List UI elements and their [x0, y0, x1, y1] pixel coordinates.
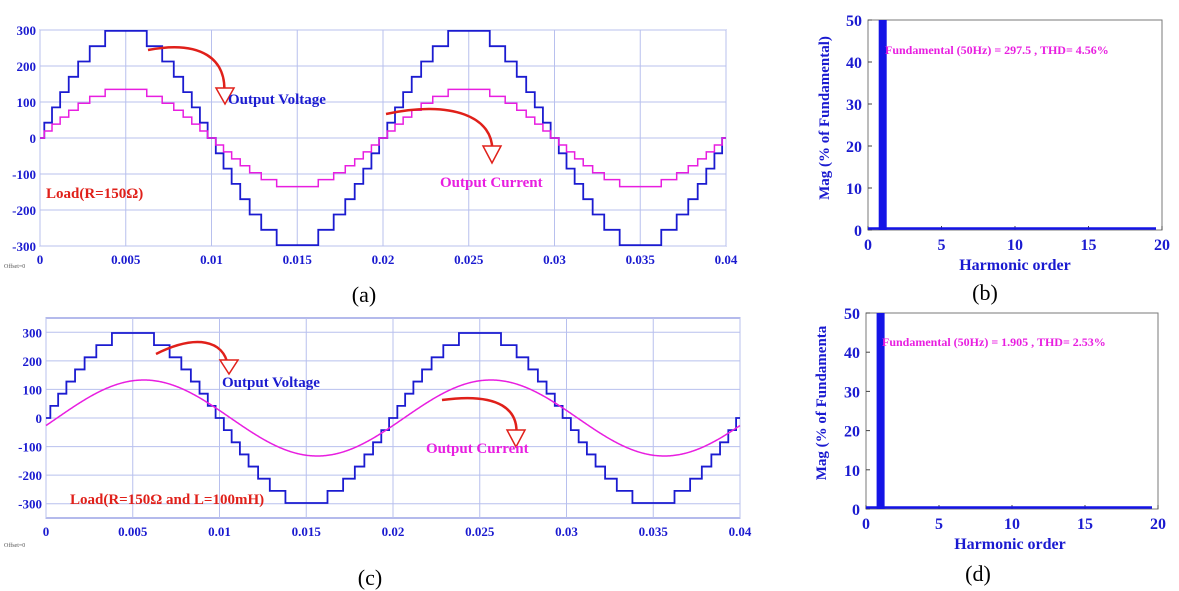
panel-b-y-tick-label: 30 [846, 97, 862, 114]
panel-c-x-tick-label: 0.015 [292, 524, 322, 539]
panel-b: 0 5 10 15 20 50 40 30 20 10 0 Fundamental (50Hz) =… [817, 13, 1170, 305]
panel-a-y-tick-label: 100 [17, 95, 37, 110]
panel-c-current-arrowhead [505, 429, 527, 449]
panel-c-x-tick-label: 0.03 [555, 524, 578, 539]
caption-b: (b) [972, 280, 998, 305]
panel-d-y-tick-label: 20 [844, 424, 860, 441]
panel-c-y-tick-label: -100 [18, 440, 42, 455]
panel-a-x-tick-label: 0.025 [454, 252, 484, 267]
panel-c-voltage-arrow [155, 340, 230, 367]
panel-a-offset-label: Offset=0 [4, 263, 25, 270]
panel-c-y-tick-label: -300 [18, 497, 42, 512]
panel-d: 0 5 10 15 20 50 40 30 20 10 0 Fundamental (50Hz) =… [814, 306, 1166, 586]
panel-a-y-tick-label: 300 [17, 23, 37, 38]
panel-d-y-tick-label: 0 [852, 502, 860, 519]
panel-c-x-tick-label: 0.035 [639, 524, 669, 539]
panel-d-bar-harmonic-1 [876, 313, 885, 509]
panel-a-output-current-line [40, 88, 726, 188]
panel-c-y-tick-label: 100 [23, 382, 43, 397]
panel-b-annotation: Fundamental (50Hz) = 297.5 , THD= 4.56% [885, 43, 1109, 57]
caption-d: (d) [965, 561, 991, 586]
panel-a-voltage-annotation: Output Voltage [228, 92, 326, 108]
panel-d-x-tick-label: 0 [862, 516, 870, 533]
panel-b-x-tick-label: 5 [938, 237, 946, 254]
caption-a: (a) [352, 282, 376, 307]
panel-c-ticks: 0 0.005 0.01 0.015 0.02 0.025 0.03 0.035 0.04 300… [18, 325, 752, 539]
panel-c-y-tick-label: 200 [23, 354, 43, 369]
panel-b-x-tick-label: 15 [1081, 237, 1097, 254]
panel-b-x-tick-label: 0 [864, 237, 872, 254]
panel-a-load-annotation: Load(R=150Ω) [46, 186, 143, 202]
panel-d-x-tick-label: 5 [935, 516, 943, 533]
panel-c-output-current-line [45, 379, 741, 457]
caption-c: (c) [358, 565, 382, 590]
panel-c-voltage-arrowhead [218, 359, 240, 376]
panel-a-x-tick-label: 0.03 [543, 252, 566, 267]
panel-a-x-tick-label: 0.035 [626, 252, 656, 267]
panel-c-x-tick-label: 0.005 [118, 524, 148, 539]
panel-b-bars [868, 20, 1156, 230]
panel-b-y-tick-label: 10 [846, 181, 862, 198]
panel-c-x-tick-label: 0.02 [382, 524, 405, 539]
panel-b-x-tick-label: 10 [1007, 237, 1023, 254]
panel-b-y-tick-label: 20 [846, 139, 862, 156]
panel-a-grid [39, 29, 727, 247]
panel-d-y-tick-label: 50 [844, 306, 860, 323]
panel-a-y-tick-label: -200 [12, 203, 36, 218]
panel-a-x-tick-label: 0.02 [372, 252, 395, 267]
panel-a-voltage-arrow [147, 46, 226, 97]
panel-c: 0 0.005 0.01 0.015 0.02 0.025 0.03 0.035 0.04 300… [4, 317, 752, 590]
panel-d-xlabel: Harmonic order [954, 536, 1066, 553]
panel-a-x-tick-label: 0.04 [715, 252, 738, 267]
panel-a-current-arrow [385, 107, 494, 155]
panel-b-plot-frame [867, 19, 1163, 231]
panel-b-xlabel: Harmonic order [959, 257, 1071, 274]
panel-c-x-tick-label: 0.01 [208, 524, 231, 539]
panel-b-ylabel: Mag (% of Fundamental) [817, 36, 833, 200]
panel-c-current-annotation: Output Current [426, 441, 529, 457]
panel-c-y-tick-label: 0 [36, 411, 43, 426]
panel-c-y-tick-label: -200 [18, 468, 42, 483]
panel-d-x-tick-label: 10 [1004, 516, 1020, 533]
panel-b-y-tick-label: 40 [846, 55, 862, 72]
panel-d-ticks: 0 5 10 15 20 50 40 30 20 10 0 [844, 306, 1166, 533]
panel-c-x-tick-label: 0.025 [465, 524, 495, 539]
panel-a-current-annotation: Output Current [440, 175, 543, 191]
panel-a-x-tick-label: 0.005 [111, 252, 141, 267]
panel-b-ticks: 0 5 10 15 20 50 40 30 20 10 0 [846, 13, 1170, 254]
panel-d-x-tick-label: 15 [1077, 516, 1093, 533]
panel-c-voltage-annotation: Output Voltage [222, 375, 320, 391]
panel-d-y-tick-label: 10 [844, 463, 860, 480]
panel-d-annotation: Fundamental (50Hz) = 1.905 , THD= 2.53% [882, 335, 1106, 349]
panel-c-y-tick-label: 300 [23, 325, 43, 340]
panel-b-y-tick-label: 0 [854, 223, 862, 240]
panel-c-output-voltage-line [46, 332, 740, 504]
panel-c-offset-label: Offset=0 [4, 542, 25, 549]
panel-a-ticks: 0 0.005 0.01 0.015 0.02 0.025 0.03 0.035 0.04 300… [12, 23, 738, 267]
panel-b-x-tick-label: 20 [1154, 237, 1170, 254]
panel-d-plot-frame [865, 312, 1159, 510]
panel-c-load-annotation: Load(R=150Ω and L=100mH) [70, 492, 264, 508]
panel-d-ylabel: Mag (% of Fundamenta [814, 325, 830, 480]
panel-d-y-tick-label: 40 [844, 345, 860, 362]
panel-d-bars [866, 313, 1152, 509]
panel-b-y-tick-label: 50 [846, 13, 862, 30]
panel-a-x-tick-label: 0.01 [200, 252, 223, 267]
panel-a-y-tick-label: 0 [30, 131, 37, 146]
panel-a-y-tick-label: 200 [17, 59, 37, 74]
panel-a-x-tick-label: 0 [37, 252, 44, 267]
panel-a-voltage-arrowhead [214, 87, 236, 106]
panel-c-x-tick-label: 0 [43, 524, 50, 539]
panel-a-y-tick-label: -100 [12, 167, 36, 182]
panel-a-y-tick-label: -300 [12, 239, 36, 254]
panel-b-bar-harmonic-1 [878, 20, 887, 230]
panel-d-y-tick-label: 30 [844, 384, 860, 401]
panel-c-x-tick-label: 0.04 [729, 524, 752, 539]
panel-a: 0 0.005 0.01 0.015 0.02 0.025 0.03 0.035 0.04 300… [4, 23, 738, 307]
panel-a-current-arrowhead [481, 145, 503, 165]
panel-d-x-tick-label: 20 [1150, 516, 1166, 533]
panel-a-x-tick-label: 0.015 [283, 252, 313, 267]
